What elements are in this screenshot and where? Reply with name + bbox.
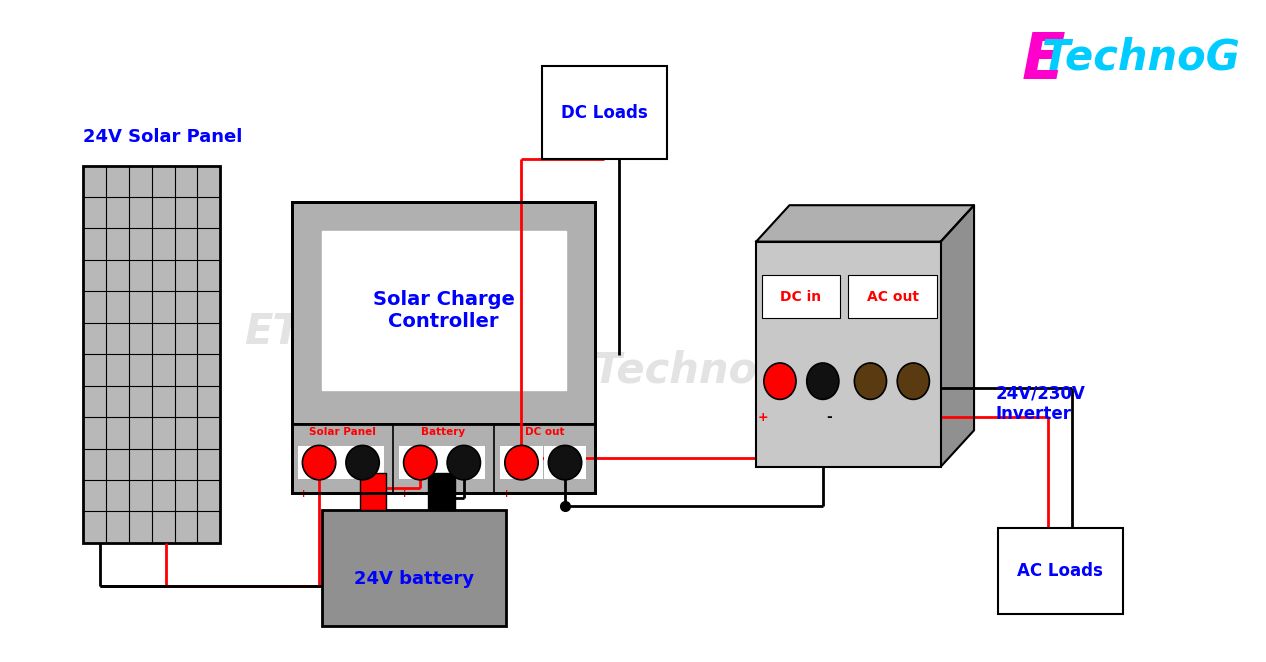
Text: +: + [299, 489, 308, 499]
Bar [500, 446, 543, 479]
Ellipse shape [855, 363, 886, 399]
Bar [762, 275, 839, 318]
Polygon shape [756, 205, 974, 242]
Text: AC out: AC out [867, 290, 919, 304]
Text: AC Loads: AC Loads [1018, 562, 1103, 581]
Bar [442, 446, 485, 479]
Bar [291, 202, 595, 424]
Bar [428, 473, 454, 510]
Ellipse shape [404, 446, 437, 480]
Text: DC in: DC in [780, 290, 822, 304]
Text: -: - [465, 488, 470, 500]
Ellipse shape [806, 363, 839, 399]
Ellipse shape [346, 446, 380, 480]
Bar [291, 424, 595, 493]
Text: DC Loads: DC Loads [561, 103, 648, 122]
Text: 24V battery: 24V battery [353, 570, 473, 589]
Text: -: - [566, 488, 571, 500]
Bar [360, 473, 386, 510]
Ellipse shape [763, 363, 796, 399]
Bar [298, 446, 341, 479]
Text: Battery: Battery [422, 427, 466, 437]
Ellipse shape [505, 446, 538, 480]
Text: -: - [363, 488, 368, 500]
Polygon shape [941, 205, 974, 467]
Bar [542, 66, 667, 159]
Ellipse shape [447, 446, 481, 480]
Ellipse shape [548, 446, 581, 480]
Bar [341, 446, 384, 479]
Text: +: + [758, 411, 768, 424]
Text: DC out: DC out [525, 427, 565, 437]
Bar [998, 528, 1123, 614]
Bar [322, 231, 566, 391]
Ellipse shape [898, 363, 929, 399]
Text: Solar Panel: Solar Panel [309, 427, 376, 437]
Text: ETechnoG: ETechnoG [244, 310, 471, 352]
Bar [756, 242, 941, 467]
Bar [291, 202, 595, 493]
Ellipse shape [303, 446, 335, 480]
Text: +: + [400, 489, 409, 499]
Text: 24V/230V
Inverter: 24V/230V Inverter [995, 384, 1085, 423]
Bar [322, 510, 506, 626]
Text: Solar Charge
Controller: Solar Charge Controller [372, 290, 514, 331]
Bar [848, 275, 937, 318]
Text: E: E [1022, 30, 1065, 92]
Text: TechnoG: TechnoG [1042, 36, 1239, 78]
Bar [543, 446, 586, 479]
Text: ETechnoG: ETechnoG [566, 350, 791, 392]
Text: +: + [501, 489, 510, 499]
Text: -: - [825, 410, 832, 424]
Bar [84, 166, 220, 543]
Text: 24V Solar Panel: 24V Solar Panel [84, 128, 243, 146]
Bar [399, 446, 442, 479]
